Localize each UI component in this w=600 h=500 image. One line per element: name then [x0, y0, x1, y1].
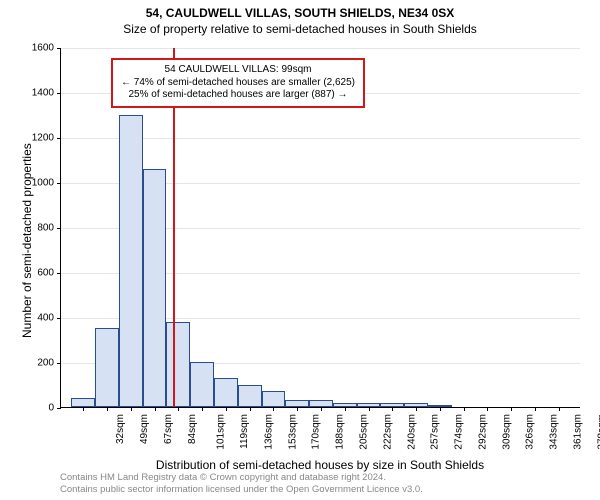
- y-tick-label: 600: [24, 268, 54, 279]
- x-tick-mark: [345, 407, 346, 411]
- annotation-line: 54 CAULDWELL VILLAS: 99sqm: [121, 64, 355, 77]
- histogram-bar: [71, 398, 95, 407]
- x-tick-label: 240sqm: [406, 414, 417, 450]
- x-tick-label: 170sqm: [311, 414, 322, 450]
- x-tick-mark: [250, 407, 251, 411]
- x-tick-mark: [107, 407, 108, 411]
- x-tick-mark: [83, 407, 84, 411]
- y-tick-mark: [57, 318, 61, 319]
- x-tick-label: 67sqm: [163, 414, 174, 444]
- page-subtitle: Size of property relative to semi-detach…: [0, 22, 600, 36]
- histogram-bar: [119, 115, 143, 408]
- histogram-bar: [143, 169, 167, 408]
- x-tick-mark: [226, 407, 227, 411]
- x-tick-label: 153sqm: [287, 414, 298, 450]
- x-tick-mark: [559, 407, 560, 411]
- y-tick-mark: [57, 93, 61, 94]
- x-tick-label: 136sqm: [263, 414, 274, 450]
- histogram-bar: [238, 385, 262, 408]
- histogram-bar: [214, 378, 238, 407]
- x-tick-mark: [464, 407, 465, 411]
- x-tick-mark: [202, 407, 203, 411]
- footer-line-1: Contains HM Land Registry data © Crown c…: [60, 472, 423, 484]
- x-tick-label: 292sqm: [477, 414, 488, 450]
- x-tick-mark: [178, 407, 179, 411]
- x-tick-label: 361sqm: [573, 414, 584, 450]
- y-tick-label: 0: [24, 403, 54, 414]
- y-tick-mark: [57, 363, 61, 364]
- x-tick-label: 101sqm: [216, 414, 227, 450]
- y-tick-label: 1200: [24, 133, 54, 144]
- x-tick-label: 205sqm: [359, 414, 370, 450]
- x-tick-mark: [392, 407, 393, 411]
- x-tick-mark: [487, 407, 488, 411]
- footer-attribution: Contains HM Land Registry data © Crown c…: [60, 472, 423, 497]
- x-axis-label: Distribution of semi-detached houses by …: [60, 458, 580, 472]
- x-tick-label: 274sqm: [454, 414, 465, 450]
- x-tick-mark: [440, 407, 441, 411]
- y-tick-mark: [57, 138, 61, 139]
- annotation-box: 54 CAULDWELL VILLAS: 99sqm← 74% of semi-…: [111, 58, 365, 108]
- x-tick-label: 84sqm: [187, 414, 198, 444]
- y-tick-mark: [57, 48, 61, 49]
- x-tick-mark: [511, 407, 512, 411]
- x-tick-label: 326sqm: [525, 414, 536, 450]
- histogram-bar: [190, 362, 214, 407]
- y-tick-label: 1600: [24, 43, 54, 54]
- histogram-bar: [166, 322, 190, 408]
- grid-line: [61, 48, 580, 49]
- y-tick-label: 800: [24, 223, 54, 234]
- x-tick-label: 49sqm: [139, 414, 150, 444]
- y-tick-label: 400: [24, 313, 54, 324]
- x-tick-label: 222sqm: [382, 414, 393, 450]
- x-tick-label: 119sqm: [239, 414, 250, 449]
- histogram-bar: [309, 400, 333, 407]
- x-tick-mark: [273, 407, 274, 411]
- y-tick-mark: [57, 408, 61, 409]
- plot-area: 54 CAULDWELL VILLAS: 99sqm← 74% of semi-…: [60, 48, 580, 408]
- annotation-line: ← 74% of semi-detached houses are smalle…: [121, 77, 355, 90]
- histogram-bar: [285, 400, 309, 407]
- x-tick-mark: [155, 407, 156, 411]
- x-tick-label: 188sqm: [335, 414, 346, 450]
- annotation-line: 25% of semi-detached houses are larger (…: [121, 89, 355, 102]
- x-tick-label: 32sqm: [115, 414, 126, 444]
- x-tick-label: 343sqm: [549, 414, 560, 450]
- x-tick-mark: [321, 407, 322, 411]
- y-axis-label: Number of semi-detached properties: [20, 143, 34, 338]
- x-tick-mark: [297, 407, 298, 411]
- chart-area: 54 CAULDWELL VILLAS: 99sqm← 74% of semi-…: [60, 48, 580, 408]
- y-tick-label: 200: [24, 358, 54, 369]
- x-tick-mark: [535, 407, 536, 411]
- footer-line-2: Contains public sector information licen…: [60, 484, 423, 496]
- y-tick-mark: [57, 273, 61, 274]
- y-tick-mark: [57, 183, 61, 184]
- x-tick-label: 378sqm: [596, 414, 600, 450]
- histogram-bar: [95, 328, 119, 407]
- y-tick-label: 1000: [24, 178, 54, 189]
- x-tick-mark: [369, 407, 370, 411]
- x-tick-label: 257sqm: [430, 414, 441, 450]
- page-title: 54, CAULDWELL VILLAS, SOUTH SHIELDS, NE3…: [0, 6, 600, 20]
- y-tick-label: 1400: [24, 88, 54, 99]
- y-tick-mark: [57, 228, 61, 229]
- histogram-bar: [262, 391, 286, 407]
- x-tick-mark: [416, 407, 417, 411]
- x-tick-mark: [131, 407, 132, 411]
- x-tick-label: 309sqm: [501, 414, 512, 450]
